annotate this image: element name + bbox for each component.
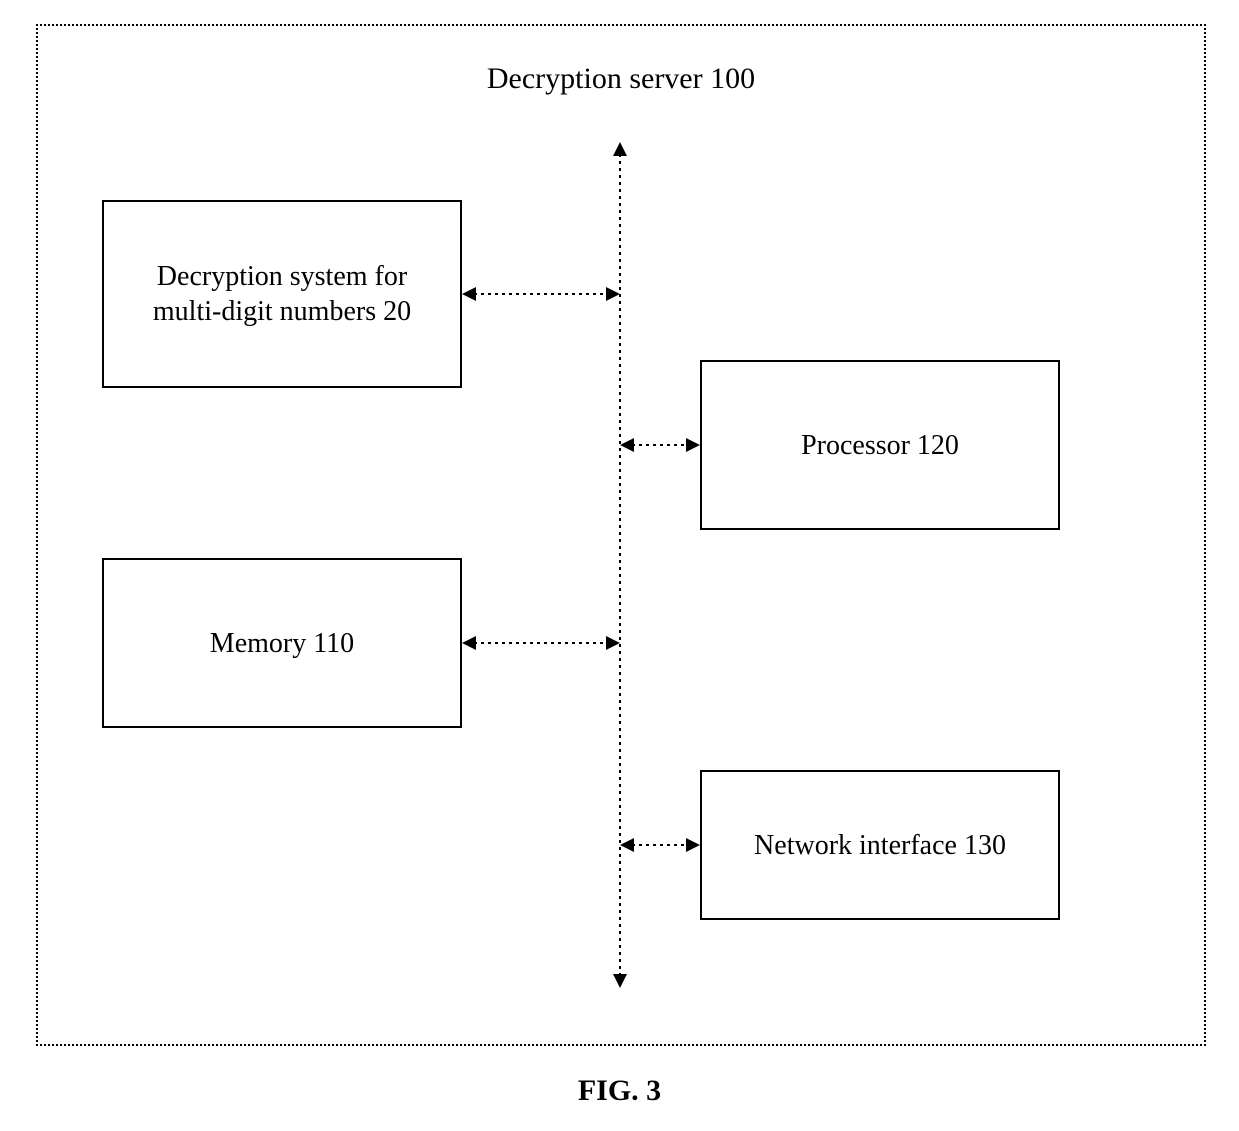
decryption-system-label: Decryption system formulti-digit numbers… bbox=[153, 259, 411, 329]
processor-label: Processor 120 bbox=[801, 428, 959, 463]
memory-label: Memory 110 bbox=[210, 626, 354, 661]
network-interface-label: Network interface 130 bbox=[754, 828, 1006, 863]
container-title: Decryption server 100 bbox=[36, 62, 1206, 96]
network-interface-box: Network interface 130 bbox=[700, 770, 1060, 920]
memory-box: Memory 110 bbox=[102, 558, 462, 728]
processor-box: Processor 120 bbox=[700, 360, 1060, 530]
decryption-system-box: Decryption system formulti-digit numbers… bbox=[102, 200, 462, 388]
figure-canvas: Decryption server 100 Decryption system … bbox=[0, 0, 1239, 1131]
figure-caption: FIG. 3 bbox=[0, 1074, 1239, 1108]
